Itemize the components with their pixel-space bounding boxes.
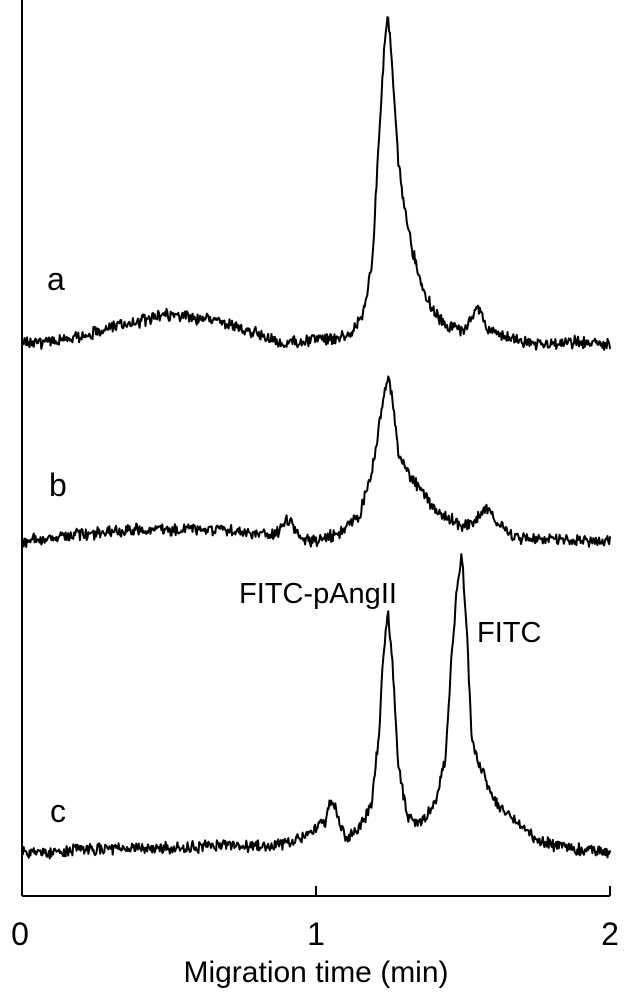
label-layer: a b c FITC-pAngII FITC 0 1 2 Migration t… bbox=[11, 261, 619, 989]
series-line-c bbox=[21, 553, 611, 860]
annotation-fitc-pangii: FITC-pAngII bbox=[239, 578, 397, 610]
axes-layer bbox=[21, 0, 611, 897]
x-tick-label-0: 0 bbox=[11, 916, 29, 952]
x-axis-label: Migration time (min) bbox=[183, 956, 448, 989]
series-label-c: c bbox=[50, 793, 66, 829]
series-line-b bbox=[21, 375, 611, 548]
x-tick-label-1: 1 bbox=[307, 916, 325, 952]
series-label-b: b bbox=[49, 467, 67, 503]
annotation-fitc: FITC bbox=[477, 617, 541, 649]
x-tick-label-2: 2 bbox=[601, 916, 619, 952]
series-label-a: a bbox=[47, 261, 65, 297]
series-layer bbox=[21, 16, 611, 860]
series-line-a bbox=[21, 16, 611, 351]
